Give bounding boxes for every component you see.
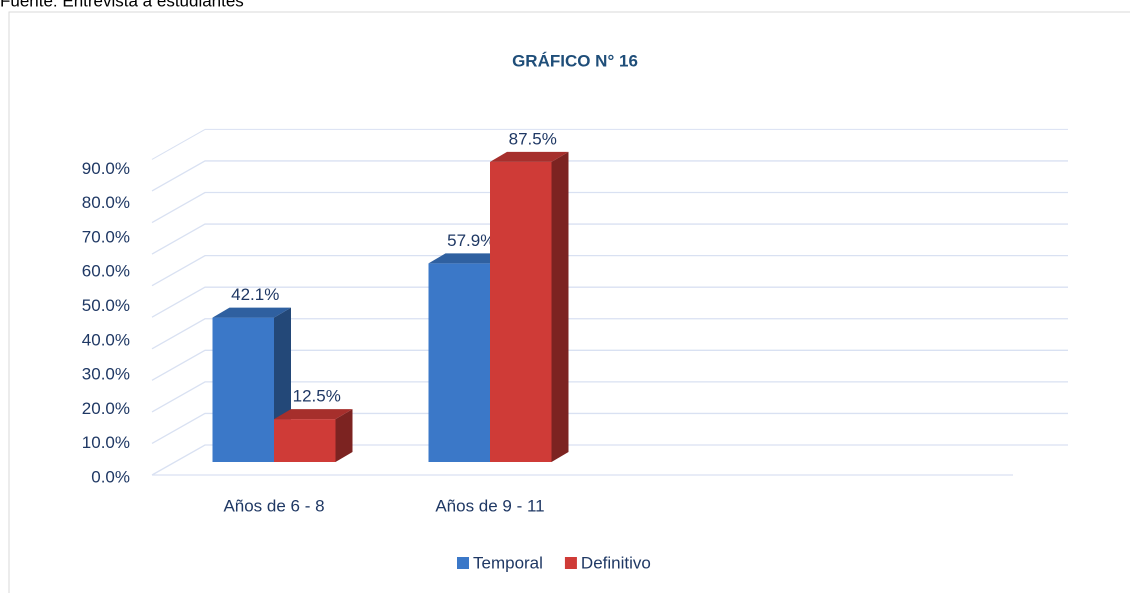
- y-tick-label: 10.0%: [82, 433, 130, 452]
- y-tick-label: 20.0%: [82, 399, 130, 418]
- bar-front: [428, 263, 490, 462]
- grid-line: [151, 191, 1068, 224]
- grid-line: [151, 349, 1068, 381]
- chart-title: GRÁFICO N° 16: [512, 51, 638, 70]
- y-tick-label: 90.0%: [82, 159, 130, 178]
- legend-label: Temporal: [473, 553, 543, 572]
- y-tick-label: 60.0%: [82, 262, 130, 281]
- bar-top: [490, 151, 569, 162]
- grid-line: [151, 412, 1068, 445]
- legend-swatch: [564, 557, 577, 569]
- data-label: 57.9%: [447, 231, 495, 250]
- x-tick-label: Años de 6 - 8: [223, 496, 324, 515]
- grid-line: [151, 318, 1068, 350]
- grid-line: [151, 381, 1068, 413]
- y-tick-label: 30.0%: [82, 365, 130, 384]
- y-tick-label: 50.0%: [82, 296, 130, 315]
- legend-label: Definitivo: [581, 553, 651, 572]
- bar-top: [274, 409, 353, 420]
- data-label: 42.1%: [231, 285, 279, 304]
- data-label: 87.5%: [509, 129, 557, 148]
- bar-side: [335, 409, 353, 462]
- source-note: Fuente: Entrevista a estudiantes: [0, 0, 244, 10]
- x-tick-label: Años de 9 - 11: [435, 496, 544, 515]
- bar-front: [274, 419, 336, 462]
- y-tick-label: 70.0%: [82, 227, 130, 246]
- data-label: 12.5%: [293, 387, 341, 406]
- y-tick-label: 0.0%: [91, 467, 130, 486]
- bar-side: [551, 151, 569, 462]
- grid-line: [151, 444, 1068, 476]
- chart-frame: [8, 11, 1130, 593]
- bar-front: [212, 317, 274, 462]
- y-tick-label: 40.0%: [82, 330, 130, 349]
- grid-line: [151, 286, 1068, 318]
- grid-line: [151, 254, 1068, 287]
- bar-top: [428, 253, 507, 264]
- grid-line: [151, 160, 1068, 192]
- y-tick-label: 80.0%: [82, 193, 130, 212]
- bar-top: [212, 307, 291, 318]
- bar-front: [490, 161, 552, 462]
- legend-swatch: [457, 557, 469, 569]
- grid-line: [151, 223, 1068, 255]
- grid-line: [151, 128, 206, 160]
